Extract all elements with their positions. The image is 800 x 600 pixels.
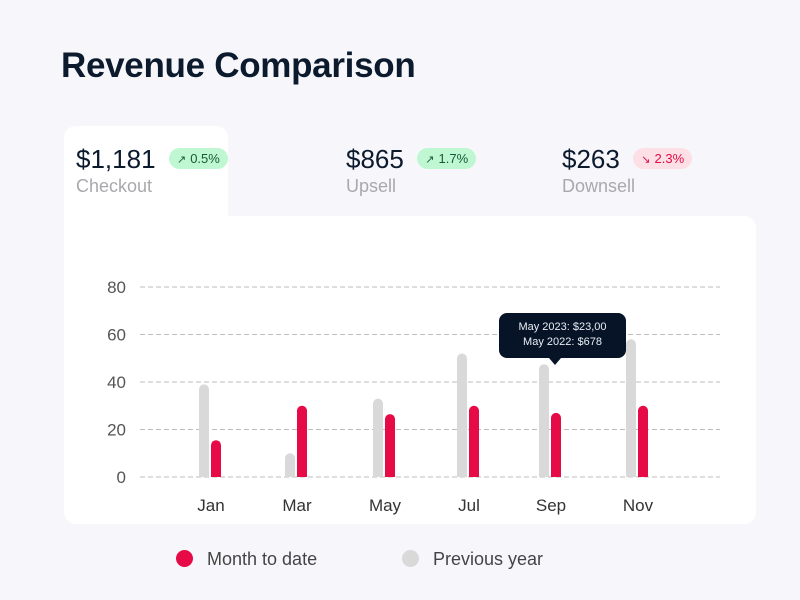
kpi-value: $865 <box>346 144 404 174</box>
y-tick-label: 20 <box>107 421 126 440</box>
x-tick-label: Nov <box>623 496 654 515</box>
bar-month-to-date <box>297 405 307 477</box>
arrow-up-right-icon: ↗ <box>176 154 187 166</box>
kpi-label: Checkout <box>76 176 153 196</box>
x-tick-label: May <box>369 496 402 515</box>
kpi-tab-checkout[interactable]: $1,181 ↗ 0.5% Checkout <box>76 144 228 197</box>
legend-label: Month to date <box>207 549 318 569</box>
y-tick-label: 0 <box>117 468 126 487</box>
change-badge: ↗ 1.7% <box>417 148 477 169</box>
legend-dot-icon <box>402 550 419 567</box>
x-tick-label: Jan <box>197 496 224 515</box>
kpi-tab-upsell[interactable]: $865 ↗ 1.7% Upsell <box>346 144 477 197</box>
legend-label: Previous year <box>433 549 544 569</box>
y-tick-label: 40 <box>107 373 126 392</box>
bar-month-to-date <box>385 414 395 477</box>
legend-dot-icon <box>176 550 193 567</box>
legend-item-month-to-date[interactable]: Month to date <box>176 549 317 570</box>
bar-previous-year <box>199 384 209 477</box>
page-title: Revenue Comparison <box>61 46 416 85</box>
change-badge: ↗ 0.5% <box>168 148 228 169</box>
y-tick-label: 60 <box>107 326 126 345</box>
kpi-tab-downsell[interactable]: $263 ↘ 2.3% Downsell <box>562 144 693 197</box>
bar-month-to-date <box>638 405 648 477</box>
bar-previous-year <box>539 364 549 477</box>
bar-previous-year <box>373 398 383 477</box>
x-tick-label: Sep <box>536 496 566 515</box>
tooltip-line-current: May 2023: $23,00 <box>518 321 607 333</box>
change-badge: ↘ 2.3% <box>633 148 693 169</box>
bar-previous-year <box>457 353 467 477</box>
legend-item-previous-year[interactable]: Previous year <box>402 549 543 570</box>
bar-month-to-date <box>211 440 221 477</box>
kpi-value: $263 <box>562 144 620 174</box>
bar-month-to-date <box>469 405 479 477</box>
kpi-label: Downsell <box>562 176 636 196</box>
tooltip-line-previous: May 2022: $678 <box>523 336 602 348</box>
kpi-value: $1,181 <box>76 144 156 174</box>
bar-previous-year <box>626 339 636 477</box>
chart-tooltip: May 2023: $23,00 May 2022: $678 <box>499 313 626 365</box>
change-value: 1.7% <box>438 151 469 166</box>
x-tick-label: Jul <box>458 496 480 515</box>
change-value: 0.5% <box>190 151 220 166</box>
change-value: 2.3% <box>654 151 685 166</box>
y-tick-label: 80 <box>107 278 126 297</box>
bar-previous-year <box>285 453 295 477</box>
arrow-up-right-icon: ↗ <box>425 154 435 166</box>
x-tick-label: Mar <box>282 496 312 515</box>
arrow-down-right-icon: ↘ <box>641 154 651 166</box>
bar-month-to-date <box>551 412 561 477</box>
kpi-label: Upsell <box>346 176 397 196</box>
